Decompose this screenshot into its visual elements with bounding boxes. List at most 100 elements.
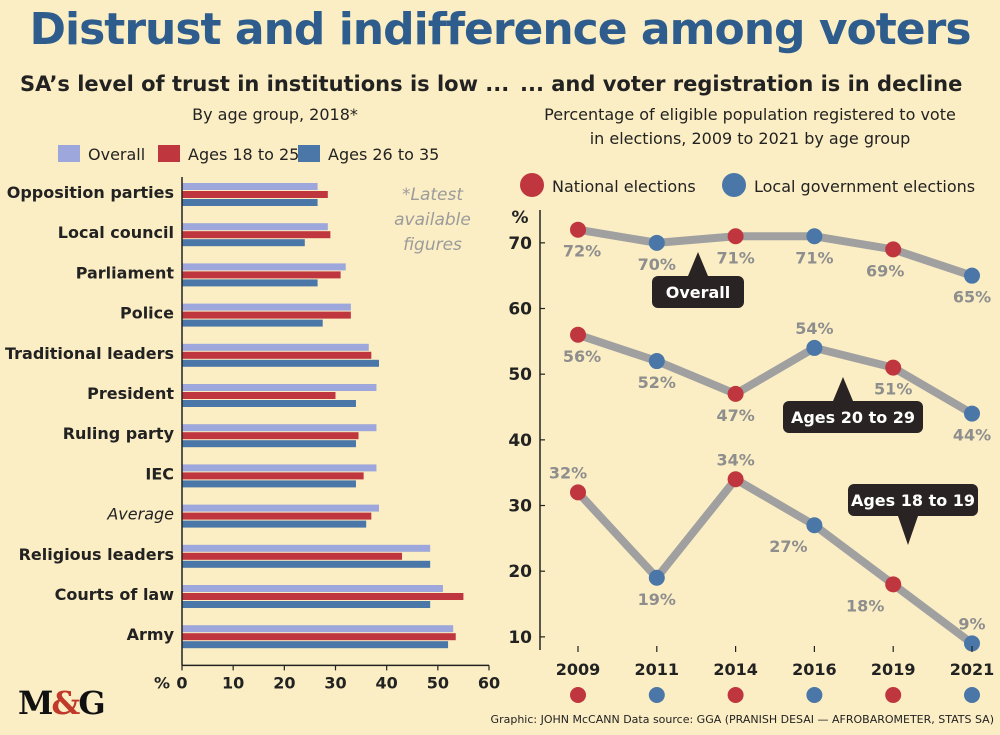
category-label-religious-leaders: Religious leaders xyxy=(19,545,174,564)
data-label-overall-2016: 71% xyxy=(795,248,833,267)
line-overall xyxy=(574,225,976,280)
callout-ages-20-29-pointer xyxy=(833,377,853,401)
legend-dot-national xyxy=(520,173,544,197)
callout-overall: Overall xyxy=(652,252,744,308)
bar-opposition-parties-ages-26-to-35 xyxy=(182,199,318,206)
category-label-traditional-leaders: Traditional leaders xyxy=(5,344,174,363)
bar-army-ages-26-to-35 xyxy=(182,641,449,649)
bar-religious-leaders-overall xyxy=(182,544,431,552)
category-label-president: President xyxy=(87,384,174,403)
bar-religious-leaders-ages-26-to-35 xyxy=(182,560,431,568)
bar-president-ages-26-to-35 xyxy=(182,400,356,407)
point-overall-2014 xyxy=(727,228,744,245)
point-overall-2011 xyxy=(648,234,665,251)
election-type-marker-2011 xyxy=(648,687,665,703)
point-ages-18-to-19-2021 xyxy=(964,635,980,652)
data-label-overall-2009: 72% xyxy=(563,242,601,261)
x-tick-label-40: 40 xyxy=(376,673,398,692)
legend-label-overall: Overall xyxy=(88,145,146,164)
data-label-ages-20-to-29-2016: 54% xyxy=(795,319,833,338)
election-type-marker-2016 xyxy=(806,687,823,703)
right-description: Percentage of eligible population regist… xyxy=(544,105,956,148)
x-tick-label-50: 50 xyxy=(427,673,449,692)
legend-ages-26-35: Ages 26 to 35 xyxy=(298,145,439,164)
callout-overall-label: Overall xyxy=(666,283,731,302)
category-label-average: Average xyxy=(106,505,174,524)
x-tick-label-2014: 2014 xyxy=(713,660,758,679)
legend-dot-local xyxy=(722,173,746,197)
y-tick-label-30: 30 xyxy=(508,497,532,517)
x-tick-label-2021: 2021 xyxy=(950,660,995,679)
election-type-marker-2019 xyxy=(885,687,902,703)
line-ages-18-to-19 xyxy=(574,475,976,648)
data-label-ages-18-to-19-2021: 9% xyxy=(958,614,985,633)
bar-average-ages-26-to-35 xyxy=(182,520,367,528)
legend-label-national: National elections xyxy=(552,177,696,196)
point-overall-2019 xyxy=(885,241,902,258)
bar-average-ages-18-to-25 xyxy=(182,512,372,520)
category-label-ruling-party: Ruling party xyxy=(63,424,175,443)
point-overall-2016 xyxy=(806,228,823,245)
bar-local-council-overall xyxy=(182,223,328,231)
bar-traditional-leaders-overall xyxy=(182,343,369,351)
data-label-ages-20-to-29-2019: 51% xyxy=(874,380,912,399)
category-label-opposition-parties: Opposition parties xyxy=(7,183,174,202)
legend-overall: Overall xyxy=(58,145,145,164)
callout-ages-18-19-box xyxy=(848,484,978,516)
category-label-police: Police xyxy=(120,304,174,323)
data-label-ages-20-to-29-2014: 47% xyxy=(716,406,754,425)
category-label-courts-of-law: Courts of law xyxy=(55,585,175,604)
election-type-marker-2021 xyxy=(964,687,980,703)
data-label-ages-20-to-29-2021: 44% xyxy=(953,426,991,445)
x-tick-label-2009: 2009 xyxy=(556,660,601,679)
callout-overall-pointer xyxy=(688,252,708,276)
legend-national: National elections xyxy=(520,173,696,197)
left-subtitle: SA’s level of trust in institutions is l… xyxy=(20,72,510,96)
point-overall-2021 xyxy=(964,267,980,284)
bar-local-council-ages-18-to-25 xyxy=(182,231,331,239)
bar-army-ages-18-to-25 xyxy=(182,633,456,641)
line-ages-20-to-29 xyxy=(574,330,976,418)
data-label-overall-2011: 70% xyxy=(638,255,676,274)
point-ages-20-to-29-2009 xyxy=(570,326,586,343)
legend-label-ages-26-35: Ages 26 to 35 xyxy=(328,145,440,164)
right-subtitle: ... and voter registration is in decline xyxy=(520,72,963,96)
left-note-subtitle: By age group, 2018* xyxy=(192,105,358,124)
data-label-ages-18-to-19-2009: 32% xyxy=(549,463,587,482)
bar-ruling-party-ages-18-to-25 xyxy=(182,432,359,440)
data-label-ages-18-to-19-2011: 19% xyxy=(638,590,676,609)
x-tick-label-30: 30 xyxy=(324,673,346,692)
bar-traditional-leaders-ages-26-to-35 xyxy=(182,359,379,367)
bar-opposition-parties-ages-18-to-25 xyxy=(182,191,328,198)
point-ages-20-to-29-2016 xyxy=(806,339,823,356)
election-type-marker-2014 xyxy=(727,687,744,703)
latest-figures-note: *Latest available figures xyxy=(394,185,471,255)
bar-opposition-parties-overall xyxy=(182,183,318,190)
point-overall-2009 xyxy=(570,221,586,238)
point-ages-18-to-19-2011 xyxy=(648,569,665,586)
bar-courts-of-law-ages-18-to-25 xyxy=(182,593,464,600)
legend-swatch-ages-26-35 xyxy=(298,145,320,162)
bar-iec-ages-26-to-35 xyxy=(182,480,356,488)
bar-president-ages-18-to-25 xyxy=(182,392,336,399)
bar-ruling-party-overall xyxy=(182,424,377,432)
bar-courts-of-law-ages-26-to-35 xyxy=(182,601,431,608)
legend-swatch-overall xyxy=(58,145,80,162)
point-ages-20-to-29-2014 xyxy=(727,385,744,402)
point-ages-20-to-29-2011 xyxy=(648,353,665,370)
point-ages-18-to-19-2019 xyxy=(885,576,902,593)
data-label-ages-18-to-19-2019: 18% xyxy=(846,596,884,615)
footer-credit: Graphic: JOHN McCANN Data source: GGA (P… xyxy=(490,713,994,726)
y-tick-label-50: 50 xyxy=(508,365,532,385)
legend-ages-18-25: Ages 18 to 25 xyxy=(158,145,299,164)
point-ages-18-to-19-2016 xyxy=(806,517,823,534)
bar-courts-of-law-overall xyxy=(182,585,443,592)
bar-army-overall xyxy=(182,625,454,633)
legend-swatch-ages-18-25 xyxy=(158,145,180,162)
x-tick-label-2016: 2016 xyxy=(792,660,837,679)
bar-local-council-ages-26-to-35 xyxy=(182,239,305,247)
bar-police-overall xyxy=(182,303,351,311)
point-ages-18-to-19-2014 xyxy=(727,471,744,488)
legend-local: Local government elections xyxy=(722,173,975,197)
x-tick-label-10: 10 xyxy=(222,673,244,692)
